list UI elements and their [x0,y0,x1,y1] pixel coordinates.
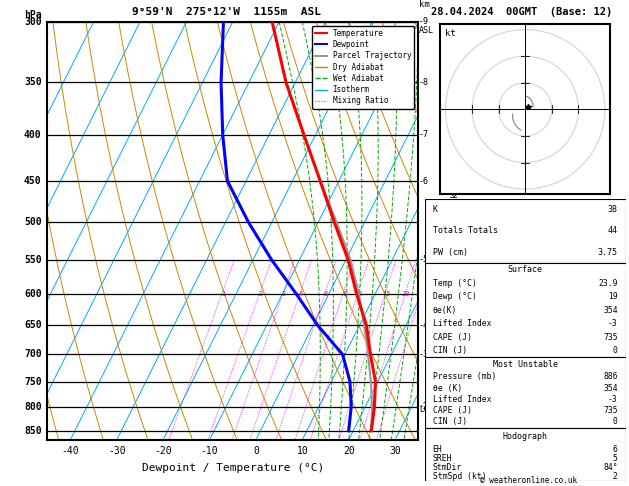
Text: 2: 2 [259,291,263,296]
Text: 3: 3 [282,291,286,296]
Text: Temp (°C): Temp (°C) [433,279,477,288]
Text: ASL: ASL [419,26,434,35]
Text: 650: 650 [24,320,42,330]
Text: km: km [419,0,430,9]
Text: Pressure (mb): Pressure (mb) [433,372,496,382]
Bar [425,199,626,262]
Text: 600: 600 [24,289,42,299]
Text: 6: 6 [324,291,328,296]
Text: Hodograph: Hodograph [503,432,548,440]
Text: 735: 735 [603,332,618,342]
Text: StmSpd (kt): StmSpd (kt) [433,472,486,481]
Text: kt: kt [445,29,456,38]
Text: 9°59'N  275°12'W  1155m  ASL: 9°59'N 275°12'W 1155m ASL [132,7,321,17]
Text: -2: -2 [419,402,429,412]
Text: 10: 10 [355,291,363,296]
Text: -10: -10 [201,446,218,456]
Text: EH: EH [433,445,442,453]
Text: -5: -5 [419,255,429,264]
Text: 10: 10 [296,446,308,456]
Text: 19: 19 [608,293,618,301]
Text: 550: 550 [24,255,42,265]
Text: -40: -40 [62,446,79,456]
Text: -3: -3 [608,319,618,328]
Legend: Temperature, Dewpoint, Parcel Trajectory, Dry Adiabat, Wet Adiabat, Isotherm, Mi: Temperature, Dewpoint, Parcel Trajectory… [312,26,415,108]
Bar [425,262,626,357]
Text: 4: 4 [299,291,303,296]
Text: -9: -9 [419,17,429,26]
Text: 0: 0 [613,346,618,355]
Text: 30: 30 [389,446,401,456]
Text: -3: -3 [608,395,618,404]
Bar [425,428,626,481]
Text: Mixing Ratio (g/kg): Mixing Ratio (g/kg) [451,183,460,278]
Text: 6: 6 [613,445,618,453]
Text: 354: 354 [603,383,618,393]
Text: © weatheronline.co.uk: © weatheronline.co.uk [480,476,577,485]
Text: PW (cm): PW (cm) [433,247,467,257]
Text: 735: 735 [603,406,618,415]
Text: 400: 400 [24,130,42,140]
Text: Lifted Index: Lifted Index [433,319,491,328]
Text: 500: 500 [24,217,42,227]
Text: 1: 1 [221,291,225,296]
Text: StmDir: StmDir [433,463,462,472]
Text: -3: -3 [419,350,429,359]
Text: Totals Totals: Totals Totals [433,226,498,236]
Text: 354: 354 [603,306,618,315]
Text: 3.75: 3.75 [598,247,618,257]
Text: 886: 886 [603,372,618,382]
Text: 300: 300 [24,17,42,27]
Text: 5: 5 [613,454,618,463]
Text: Dewpoint / Temperature (°C): Dewpoint / Temperature (°C) [142,463,324,473]
Text: -4: -4 [419,321,429,330]
Text: CAPE (J): CAPE (J) [433,406,472,415]
Text: 450: 450 [24,176,42,186]
Text: -30: -30 [108,446,126,456]
Bar [425,357,626,428]
Text: θe(K): θe(K) [433,306,457,315]
Text: 20: 20 [343,446,355,456]
Text: 15: 15 [382,291,391,296]
Text: -8: -8 [419,78,429,87]
Text: -20: -20 [154,446,172,456]
Text: 700: 700 [24,349,42,360]
Text: 2: 2 [613,472,618,481]
Text: 750: 750 [24,377,42,386]
Text: 44: 44 [608,226,618,236]
Text: CIN (J): CIN (J) [433,346,467,355]
Text: 28.04.2024  00GMT  (Base: 12): 28.04.2024 00GMT (Base: 12) [431,7,612,17]
Text: CIN (J): CIN (J) [433,417,467,426]
Text: 8: 8 [342,291,346,296]
Text: LCL: LCL [419,405,433,415]
Text: 84°: 84° [603,463,618,472]
Text: CAPE (J): CAPE (J) [433,332,472,342]
Text: SREH: SREH [433,454,452,463]
Text: 20: 20 [402,291,410,296]
Text: 0: 0 [613,417,618,426]
Text: -7: -7 [419,130,429,139]
Text: Lifted Index: Lifted Index [433,395,491,404]
Text: -6: -6 [419,176,429,186]
Text: Surface: Surface [508,265,543,274]
Text: 38: 38 [608,205,618,214]
Text: 800: 800 [24,402,42,412]
Text: Most Unstable: Most Unstable [493,360,558,369]
Text: θe (K): θe (K) [433,383,462,393]
Text: K: K [433,205,438,214]
Text: 0: 0 [253,446,259,456]
Text: hPa: hPa [24,10,42,20]
Text: 850: 850 [24,426,42,436]
Text: 350: 350 [24,77,42,87]
Text: Dewp (°C): Dewp (°C) [433,293,477,301]
Text: 23.9: 23.9 [598,279,618,288]
